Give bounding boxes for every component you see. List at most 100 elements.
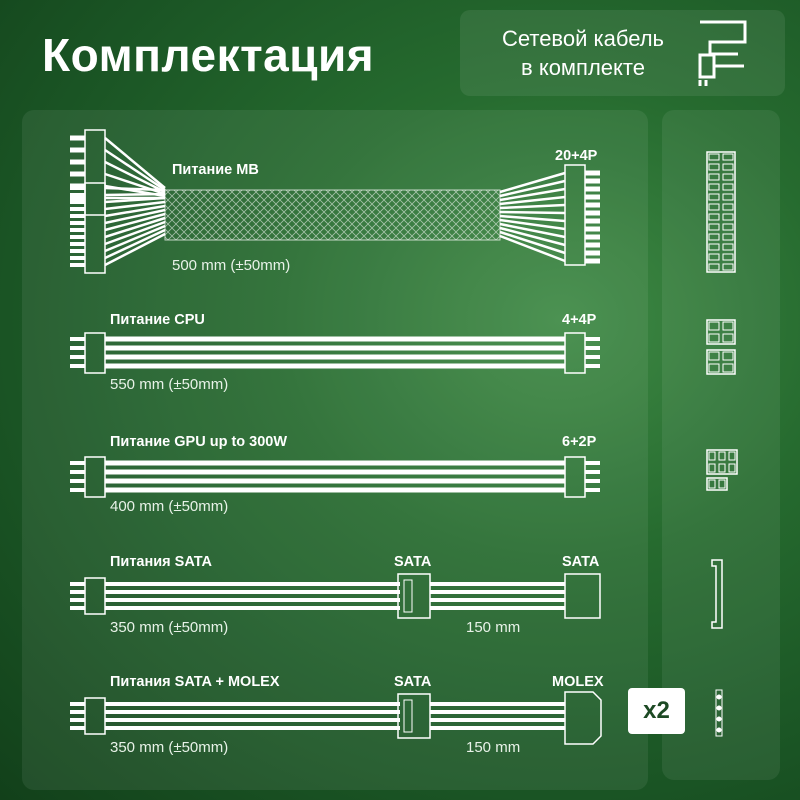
pin-slot: [722, 233, 734, 241]
wire: [104, 220, 166, 246]
gpu-left-connector: [84, 456, 106, 498]
cpu-8pin-bottom-icon: [706, 349, 736, 375]
molex-pin: [716, 727, 722, 733]
latch: [403, 699, 413, 733]
cpu-8pin-top-icon: [706, 319, 736, 345]
cable-note-line2: в комплекте: [521, 55, 645, 80]
gpu-6pin-icon: [706, 449, 738, 475]
sata-molex-molex-connector: [564, 691, 602, 745]
wire: [104, 160, 166, 194]
wire: [104, 212, 166, 232]
pin-slot: [722, 321, 734, 331]
connector-molex: MOLEX: [552, 674, 604, 690]
pin-slot: [708, 243, 720, 251]
mb-left-connector-bottom: [84, 182, 106, 274]
wire: [499, 171, 566, 194]
connector-sata: SATA: [562, 554, 600, 570]
pin-slot: [708, 183, 720, 191]
molex-pin: [716, 705, 722, 711]
wire: [104, 228, 166, 260]
sata-molex-left-connector: [84, 697, 106, 735]
wire: [499, 214, 566, 223]
pin-slot: [718, 451, 726, 461]
length-gpu: 400 mm (±50mm): [110, 498, 228, 515]
wire: [104, 204, 166, 218]
pin-slot: [708, 263, 720, 271]
pin-slot: [722, 173, 734, 181]
sata-sata-connector: [397, 573, 431, 619]
length-sata-molex: 350 mm (±50mm): [110, 739, 228, 756]
pin-slot: [722, 153, 734, 161]
wire: [104, 208, 166, 225]
cable-name-cpu: Питание CPU: [110, 312, 205, 328]
cable-name-sata-molex: Питания SATA + MOLEX: [110, 674, 280, 690]
pin-slot: [722, 203, 734, 211]
length-cpu: 550 mm (±50mm): [110, 376, 228, 393]
wire: [104, 196, 166, 204]
molex-pin: [716, 694, 722, 700]
cpu-left-connector: [84, 332, 106, 374]
cable-name-sata: Питания SATA: [110, 554, 213, 570]
mid-connector-sata: SATA: [394, 554, 432, 570]
pin-slot: [708, 463, 716, 473]
pin-slot: [708, 223, 720, 231]
sata-connector-icon: [711, 559, 723, 629]
wire: [499, 218, 566, 231]
sata-left-connector: [84, 577, 106, 615]
pin-slot: [708, 203, 720, 211]
wire: [104, 192, 166, 197]
atx-24pin-icon: [706, 151, 736, 273]
pin-slot: [722, 263, 734, 271]
braided-sleeve: [164, 189, 501, 241]
pin-slot: [708, 163, 720, 171]
mb-right-connector: [564, 164, 586, 266]
pin-slot: [722, 333, 734, 343]
mid-connector-sata-molex: SATA: [394, 674, 432, 690]
pin-slot: [722, 193, 734, 201]
wire: [104, 148, 166, 192]
pin-slot: [708, 193, 720, 201]
cpu-right-connector: [564, 332, 586, 374]
cable-name-gpu: Питание GPU up to 300W: [110, 434, 287, 450]
wire: [499, 210, 566, 215]
wire: [104, 200, 166, 211]
wire: [499, 179, 566, 198]
pin-slot: [718, 463, 726, 473]
latch: [403, 579, 413, 613]
pin-slot: [728, 463, 736, 473]
wire: [104, 224, 166, 253]
sata-right-sata-connector: [564, 573, 601, 619]
sata-molex-sata-connector: [397, 693, 431, 739]
page-title: Комплектация: [42, 29, 375, 81]
pin-slot: [708, 333, 720, 343]
gpu-2pin-icon: [706, 477, 728, 491]
connector-cpu: 4+4P: [562, 312, 597, 328]
length2-sata: 150 mm: [466, 619, 520, 636]
pin-slot: [708, 363, 720, 373]
length2-sata-molex: 150 mm: [466, 739, 520, 756]
molex-connector-icon: [715, 689, 723, 737]
pin-slot: [722, 213, 734, 221]
mb-left-connector-top: [84, 129, 106, 216]
length-sata: 350 mm (±50mm): [110, 619, 228, 636]
pin-slot: [708, 233, 720, 241]
pin-slot: [708, 173, 720, 181]
cable-name-mb: Питание MB: [172, 162, 259, 178]
pin-slot: [708, 213, 720, 221]
length-mb: 500 mm (±50mm): [172, 257, 290, 274]
pin-slot: [722, 183, 734, 191]
wire: [104, 216, 166, 239]
wire: [104, 137, 166, 189]
connectors-panel: [662, 110, 780, 780]
wire: [499, 222, 566, 239]
pin-slot: [722, 363, 734, 373]
pin-slot: [708, 253, 720, 261]
pin-slot: [728, 451, 736, 461]
molex-pin: [716, 716, 722, 722]
pin-slot: [708, 153, 720, 161]
pin-slot: [708, 479, 716, 489]
pin-slot: [718, 479, 726, 489]
pin-slot: [722, 243, 734, 251]
pin-slot: [722, 253, 734, 261]
